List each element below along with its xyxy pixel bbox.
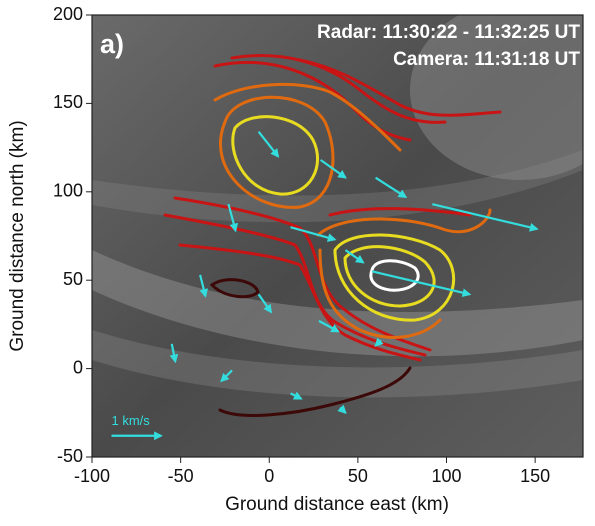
annotation: Radar: 11:30:22 - 11:32:25 UT [317,22,580,43]
y-tick-label: 100 [53,181,83,201]
chart: a) Radar: 11:30:22 - 11:32:25 UT Camera:… [0,0,595,521]
x-tick-label: 50 [348,466,368,486]
x-tick-label: -100 [74,466,110,486]
key-label: 1 km/s [111,413,150,428]
x-tick-label: -50 [168,466,194,486]
x-axis-label: Ground distance east (km) [225,494,449,515]
y-tick-label: -50 [57,446,83,466]
x-tick-label: 150 [520,466,550,486]
annotation: Camera: 11:31:18 UT [393,49,580,70]
y-axis-label: Ground distance north (km) [7,120,28,351]
x-tick-label: 0 [264,466,274,486]
y-tick-label: 150 [53,92,83,112]
panel-label: a) [100,29,124,59]
x-tick-label: 100 [431,466,461,486]
y-tick-label: 200 [53,4,83,24]
y-tick-label: 50 [63,269,83,289]
y-tick-label: 0 [73,357,83,377]
